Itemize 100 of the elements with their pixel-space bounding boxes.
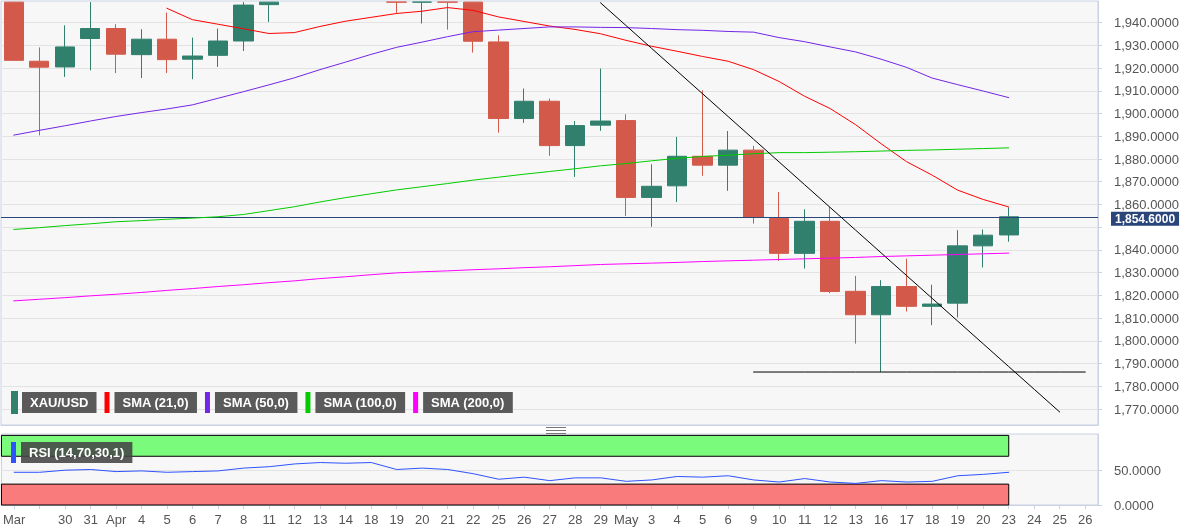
- x-tick-label: 5: [163, 512, 171, 527]
- y-tick-label: 1,770.0000: [1114, 401, 1180, 417]
- x-tick-label: 18: [363, 512, 379, 527]
- candlestick: [718, 130, 738, 192]
- legend-label: SMA (100,0): [323, 395, 397, 410]
- x-tick-label: 10: [772, 512, 787, 527]
- candlestick: [488, 34, 509, 134]
- y-tick-label: 1,900.0000: [1114, 106, 1180, 122]
- line-series: [13, 26, 1010, 136]
- candlestick: [539, 98, 560, 157]
- legend-label: RSI (14,70,30,1): [29, 445, 125, 460]
- x-tick-label: 25: [1052, 512, 1067, 527]
- candlestick: [514, 88, 534, 124]
- x-tick-label: 26: [516, 512, 532, 527]
- x-tick-label: 11: [262, 512, 276, 527]
- candlestick: [437, 1, 458, 31]
- x-tick-label: 5: [699, 512, 707, 527]
- x-tick-label: 30: [57, 512, 73, 527]
- candlestick: [29, 46, 49, 136]
- x-tick-label: 13: [312, 512, 328, 527]
- x-tick-label: 13: [848, 512, 863, 527]
- candlestick: [463, 1, 483, 54]
- x-tick-label: 12: [287, 512, 302, 527]
- candlestick: [743, 145, 764, 225]
- x-tick-label: 14: [338, 512, 353, 527]
- line-series: [166, 7, 1010, 208]
- candlestick: [794, 208, 815, 270]
- y-tick-label: 1,820.0000: [1114, 287, 1180, 303]
- y-tick-label: 1,890.0000: [1114, 128, 1180, 144]
- candlestick: [896, 258, 917, 313]
- x-tick-label: 12: [823, 512, 838, 527]
- x-tick-label: 27: [542, 512, 557, 527]
- line-series: [13, 462, 1010, 484]
- x-tick-label: 19: [389, 512, 404, 527]
- candlestick: [922, 284, 942, 326]
- candlestick: [233, 1, 254, 52]
- y-tick-label: 1,840.0000: [1114, 242, 1180, 258]
- x-tick-label: 8: [240, 512, 248, 527]
- candlestick: [106, 23, 126, 74]
- x-tick-label: 4: [673, 512, 681, 527]
- candlestick: [641, 163, 662, 228]
- candlestick: [55, 24, 75, 78]
- y-tick-label: 1,880.0000: [1114, 151, 1180, 167]
- legend-label: SMA (50,0): [222, 395, 289, 410]
- candlestick: [667, 136, 687, 203]
- y-tick-label: 1,830.0000: [1114, 265, 1180, 281]
- x-tick-label: 7: [214, 512, 222, 527]
- line-series: [13, 252, 1010, 302]
- x-tick-label: 31: [83, 512, 98, 527]
- x-tick-label: 20: [414, 512, 430, 527]
- candlestick: [692, 89, 713, 177]
- candlestick: [820, 206, 840, 294]
- x-tick-label: 18: [925, 512, 940, 527]
- x-tick-label: 6: [724, 512, 732, 527]
- candlestick: [973, 228, 993, 268]
- y-tick-label: 50.0000: [1114, 462, 1161, 478]
- y-tick-label: 0.0000: [1114, 497, 1154, 513]
- x-tick-label: May: [613, 512, 639, 527]
- candlestick: [871, 279, 891, 373]
- x-tick-label: Apr: [106, 512, 127, 527]
- candlestick: [999, 206, 1019, 243]
- legend-label: SMA (21,0): [122, 395, 189, 410]
- candlestick: [386, 1, 407, 14]
- candlestick: [131, 28, 152, 79]
- y-tick-label: 1,860.0000: [1114, 196, 1180, 212]
- y-tick-label: 1,800.0000: [1114, 333, 1180, 349]
- candlestick: [182, 37, 203, 80]
- x-tick-label: 29: [593, 512, 608, 527]
- y-tick-label: 1,870.0000: [1114, 174, 1180, 190]
- candlestick: [565, 120, 585, 178]
- x-tick-label: 20: [976, 512, 991, 527]
- x-tick-label: 28: [567, 512, 583, 527]
- candlestick: [769, 191, 789, 262]
- x-tick-label: 16: [874, 512, 889, 527]
- candlestick: [947, 229, 968, 318]
- candlestick: [80, 1, 100, 71]
- x-tick-label: 22: [465, 512, 481, 527]
- x-tick-label: 19: [950, 512, 965, 527]
- candlestick: [590, 68, 611, 132]
- y-tick-label: 1,910.0000: [1114, 83, 1180, 99]
- x-tick-label: Mar: [2, 512, 27, 527]
- candlestick: [616, 113, 636, 217]
- legend-label: XAU/USD: [30, 395, 89, 410]
- x-tick-label: 17: [899, 512, 914, 527]
- legend-label: SMA (200,0): [431, 395, 505, 410]
- x-tick-label: 23: [1001, 512, 1016, 527]
- y-tick-label: 1,940.0000: [1114, 15, 1180, 31]
- candlestick: [4, 1, 24, 61]
- y-tick-label: 1,920.0000: [1114, 60, 1180, 76]
- x-tick-label: 3: [648, 512, 656, 527]
- x-tick-label: 6: [189, 512, 197, 527]
- x-tick-label: 21: [440, 512, 455, 527]
- candlestick: [157, 12, 177, 74]
- y-tick-label: 1,810.0000: [1114, 310, 1180, 326]
- candlestick: [208, 28, 228, 68]
- x-tick-label: 11: [797, 512, 812, 527]
- x-tick-label: 24: [1027, 512, 1042, 527]
- line-series: [13, 147, 1010, 230]
- x-tick-label: 26: [1078, 512, 1093, 527]
- y-tick-label: 1,790.0000: [1114, 356, 1180, 372]
